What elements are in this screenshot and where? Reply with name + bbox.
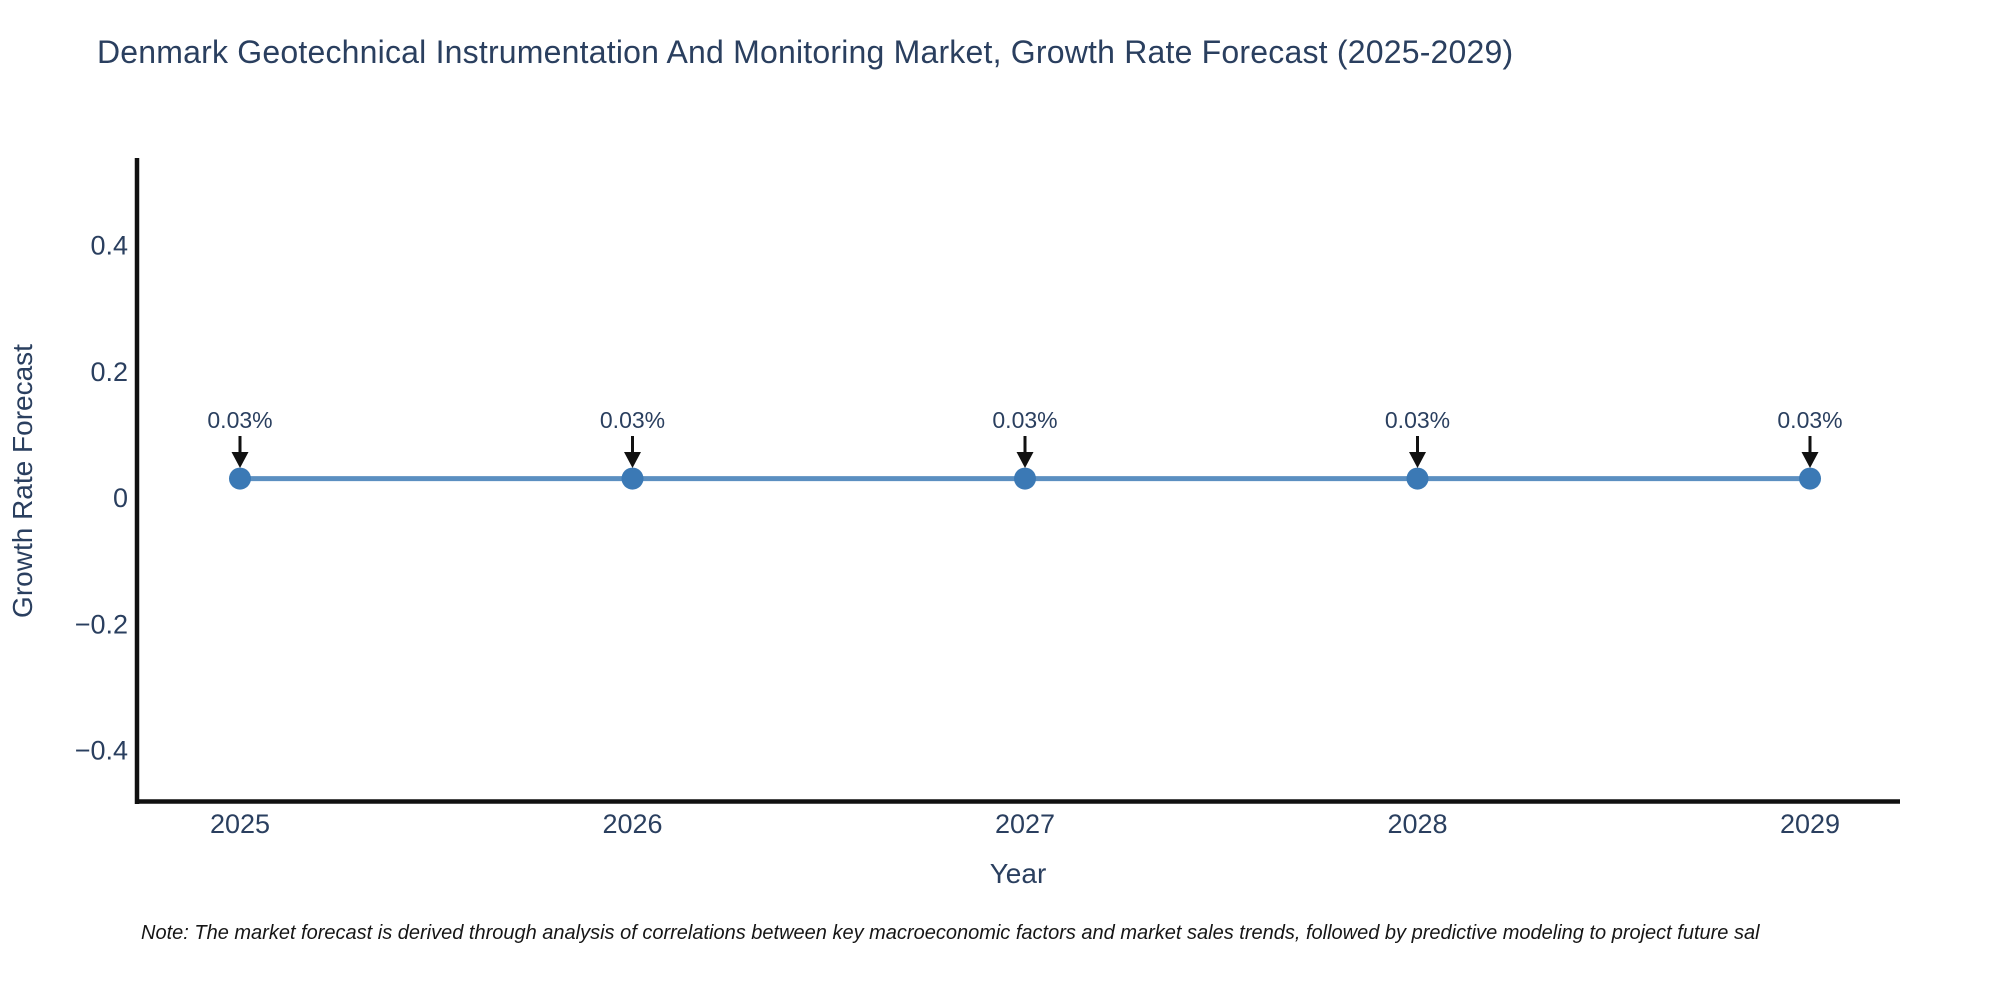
point-value-label: 0.03% — [1777, 407, 1842, 433]
y-tick-label: −0.2 — [75, 609, 128, 639]
annotation-arrow-head — [1016, 452, 1034, 468]
y-axis-title: Growth Rate Forecast — [7, 344, 38, 618]
data-point-marker — [1014, 467, 1036, 490]
y-tick-label: 0 — [113, 483, 128, 513]
annotation-arrow-head — [1409, 452, 1426, 468]
point-value-label: 0.03% — [600, 407, 665, 433]
y-tick-label: 0.2 — [90, 357, 128, 387]
data-point-marker — [229, 467, 251, 490]
data-point-marker — [621, 467, 644, 490]
x-tick-label: 2027 — [995, 809, 1055, 839]
y-tick-label: 0.4 — [90, 231, 128, 261]
point-value-label: 0.03% — [1385, 407, 1450, 433]
point-value-label: 0.03% — [207, 407, 272, 433]
y-tick-label: −0.4 — [75, 736, 128, 766]
data-point-marker — [1799, 467, 1821, 490]
footnote-text: Note: The market forecast is derived thr… — [141, 922, 1760, 944]
annotation-arrow-head — [1801, 452, 1819, 468]
annotation-arrow-head — [231, 452, 249, 468]
x-tick-label: 2025 — [210, 809, 270, 839]
x-tick-label: 2028 — [1387, 809, 1447, 839]
point-value-label: 0.03% — [992, 407, 1057, 433]
x-tick-label: 2026 — [602, 809, 662, 839]
x-axis-title: Year — [990, 858, 1047, 889]
annotation-arrow-head — [624, 452, 641, 468]
x-tick-label: 2029 — [1780, 809, 1840, 839]
chart-title: Denmark Geotechnical Instrumentation And… — [97, 34, 1514, 70]
data-point-marker — [1406, 467, 1429, 490]
